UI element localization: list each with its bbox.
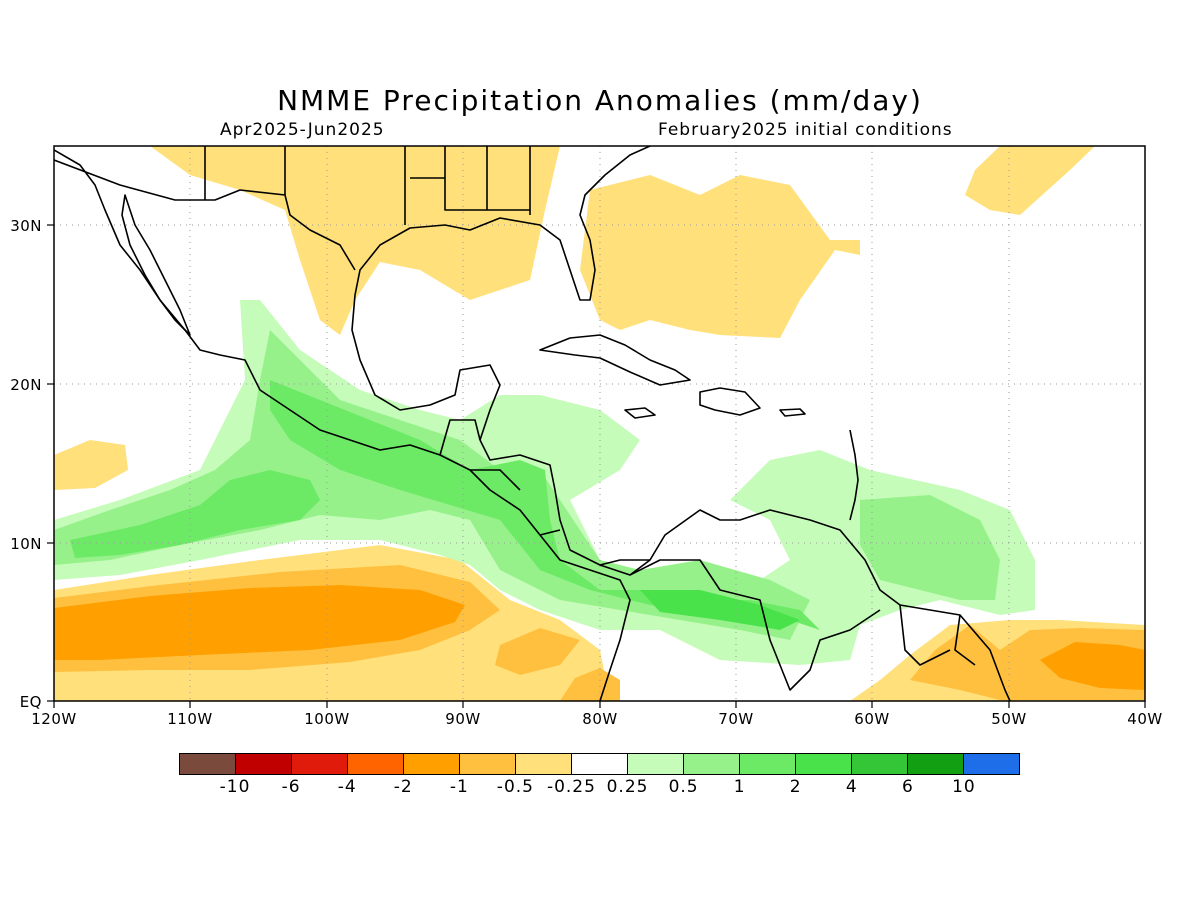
colorbar-swatch: [852, 754, 908, 774]
graticule: [54, 146, 1145, 701]
colorbar-swatch: [740, 754, 796, 774]
tick-marks: [47, 224, 1146, 708]
colorbar-label: -10: [219, 777, 251, 797]
border-central-america: [439, 419, 650, 566]
border-south-america: [629, 559, 976, 691]
lat-label: 20N: [10, 376, 42, 394]
coastlines: [54, 146, 1011, 701]
wet-region-caribbean-south: [860, 495, 1000, 600]
colorbar-swatch: [292, 754, 348, 774]
colorbar-swatch: [684, 754, 740, 774]
colorbar-label: -4: [337, 777, 357, 797]
colorbar-label: 6: [901, 777, 914, 797]
dry-region-atlantic-strong: [1040, 642, 1145, 690]
lon-axis-labels: 120W 110W 100W 90W 80W 70W 60W 50W 40W: [31, 710, 1162, 728]
colorbar-label: 0.5: [668, 777, 699, 797]
colorbar-label: -0.25: [546, 777, 596, 797]
colorbar-swatch: [628, 754, 684, 774]
border-us-mexico: [54, 159, 356, 271]
colorbar-label: -6: [281, 777, 301, 797]
colorbar-label: 4: [845, 777, 858, 797]
lon-label: 80W: [582, 710, 617, 728]
wet-region-central-america: [270, 380, 820, 630]
lat-label: EQ: [20, 693, 42, 711]
dry-region-east-pacific-small: [54, 440, 128, 490]
anomaly-field: [54, 146, 1145, 701]
lat-label: 30N: [10, 217, 42, 235]
lon-label: 100W: [304, 710, 349, 728]
lon-label: 120W: [31, 710, 76, 728]
lat-axis-labels: EQ 10N 20N 30N: [10, 217, 42, 711]
colorbar-label: -1: [449, 777, 469, 797]
colorbar-label: -2: [393, 777, 413, 797]
wet-region-core: [70, 470, 320, 558]
colorbar-swatch: [236, 754, 292, 774]
dry-region-itcz-south-strong: [54, 585, 465, 660]
colorbar-swatch: [404, 754, 460, 774]
coastline-mexico-gulf-west: [351, 294, 501, 441]
dry-region-mid-atlantic: [580, 175, 860, 338]
dry-region-north-atlantic: [965, 146, 1095, 215]
colorbar-label: -0.5: [496, 777, 534, 797]
coastline-hispaniola: [699, 387, 761, 416]
dry-region-equatorial-pacific: [560, 668, 620, 701]
coastline-central-america-caribbean: [479, 439, 1011, 701]
wet-region-venezuela: [640, 590, 800, 630]
coastline-lesser-antilles: [849, 429, 859, 521]
lat-label: 10N: [10, 535, 42, 553]
dry-region-panama: [495, 628, 580, 675]
colorbar-label: 10: [952, 777, 976, 797]
lon-label: 50W: [991, 710, 1026, 728]
dry-region-us-gulf: [150, 146, 560, 335]
initial-conditions: February2025 initial conditions: [658, 120, 953, 140]
coastline-cuba: [539, 334, 691, 386]
colorbar-swatch: [908, 754, 964, 774]
map-title: NMME Precipitation Anomalies (mm/day): [277, 84, 923, 117]
coastline-jamaica: [624, 407, 656, 419]
coastline-puerto-rico: [779, 408, 806, 417]
colorbar: [179, 753, 1020, 775]
colorbar-swatch: [964, 754, 1019, 774]
lon-label: 70W: [718, 710, 753, 728]
lon-label: 40W: [1127, 710, 1162, 728]
coastline-pacific-mexico: [54, 149, 631, 701]
colorbar-label: 2: [789, 777, 802, 797]
coastline-gulf-mexico: [354, 146, 651, 301]
colorbar-swatch: [180, 754, 236, 774]
border-us-states: [204, 146, 531, 225]
colorbar-label: 1: [733, 777, 746, 797]
colorbar-swatch: [516, 754, 572, 774]
colorbar-swatch: [348, 754, 404, 774]
lon-label: 110W: [167, 710, 212, 728]
colorbar-swatch: [460, 754, 516, 774]
colorbar-label: 0.25: [606, 777, 649, 797]
colorbar-swatch: [572, 754, 628, 774]
coastline-baja: [121, 194, 191, 336]
lon-label: 60W: [854, 710, 889, 728]
forecast-period: Apr2025-Jun2025: [220, 120, 385, 140]
lon-label: 90W: [445, 710, 480, 728]
colorbar-swatch: [796, 754, 852, 774]
